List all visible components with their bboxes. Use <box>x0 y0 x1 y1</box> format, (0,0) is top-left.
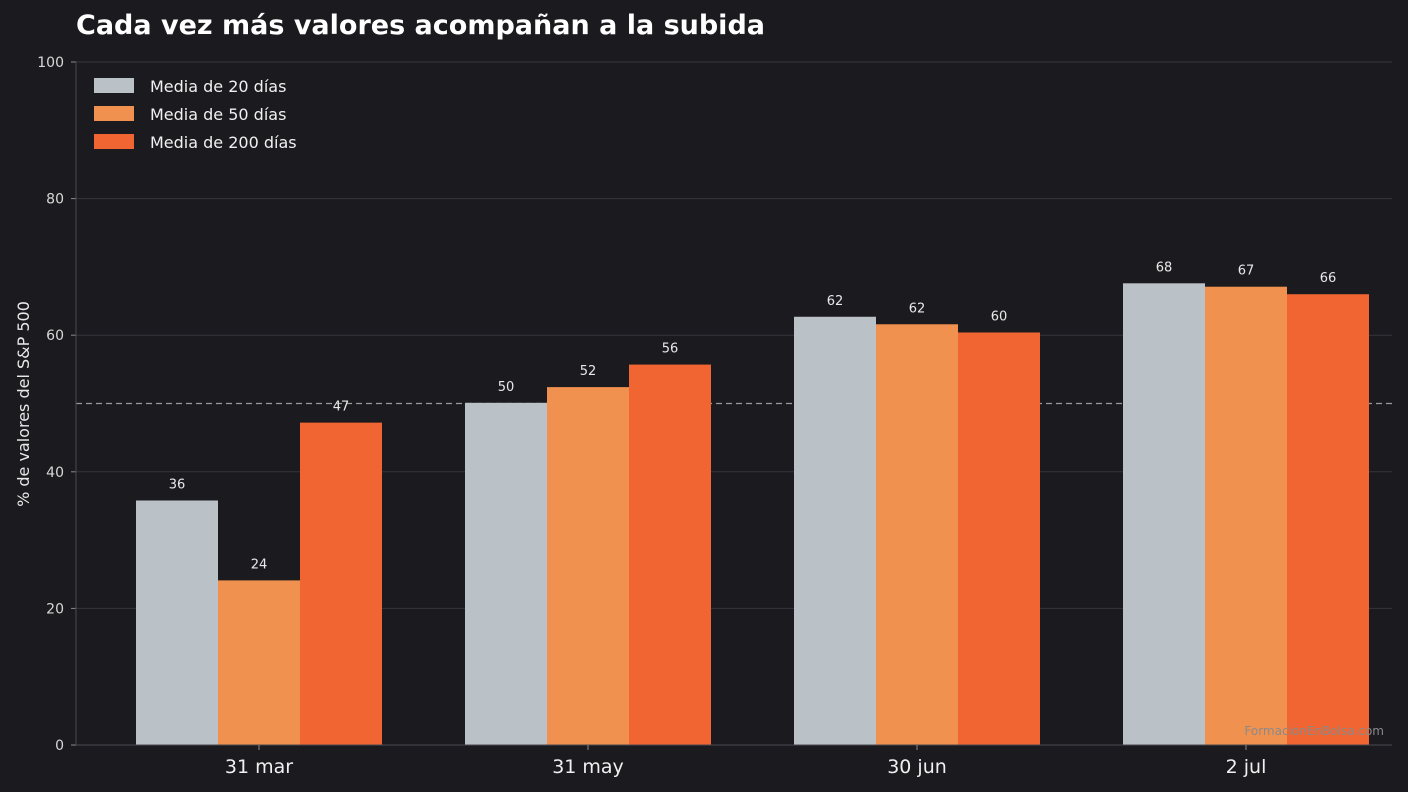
legend-label-1: Media de 50 días <box>150 105 286 124</box>
chart-title: Cada vez más valores acompañan a la subi… <box>76 10 765 41</box>
y-tick-label-40: 40 <box>46 465 64 481</box>
y-axis-label: % de valores del S&P 500 <box>14 301 33 507</box>
y-tick-label-20: 20 <box>46 601 64 617</box>
x-tick-label-3: 2 jul <box>1226 756 1267 778</box>
value-label-1-2: 56 <box>662 342 679 357</box>
value-label-3-0: 68 <box>1156 260 1173 275</box>
bar-2-1 <box>876 324 958 745</box>
value-label-3-2: 66 <box>1320 271 1337 286</box>
y-tick-label-100: 100 <box>37 55 64 71</box>
value-label-3-1: 67 <box>1238 264 1255 279</box>
value-label-1-1: 52 <box>580 364 597 379</box>
legend-swatch-1 <box>94 106 134 121</box>
axes: 0 20 40 60 80 100 31 mar 31 may 30 jun 2 jul <box>37 55 1392 778</box>
bar-3-0 <box>1123 283 1205 745</box>
value-label-2-2: 60 <box>991 309 1008 324</box>
bars: 36 24 47 50 52 56 62 62 60 68 67 66 <box>136 260 1369 745</box>
bar-2-2 <box>958 332 1040 745</box>
legend: Media de 20 días Media de 50 días Media de… <box>94 77 297 152</box>
bar-0-1 <box>218 580 300 745</box>
bar-2-0 <box>794 316 876 745</box>
bar-3-2 <box>1287 294 1369 745</box>
bar-1-0 <box>465 402 547 745</box>
bar-0-0 <box>136 500 218 745</box>
y-tick-label-80: 80 <box>46 192 64 208</box>
value-label-0-1: 24 <box>251 557 268 572</box>
legend-label-0: Media de 20 días <box>150 77 286 96</box>
legend-swatch-2 <box>94 134 134 149</box>
watermark: FormacionEnBolsa.com <box>1244 724 1384 738</box>
value-label-0-0: 36 <box>169 477 186 492</box>
y-tick-label-60: 60 <box>46 328 64 344</box>
x-tick-label-2: 30 jun <box>887 756 947 778</box>
value-label-1-0: 50 <box>498 380 515 395</box>
x-tick-label-1: 31 may <box>552 756 624 778</box>
legend-swatch-0 <box>94 78 134 93</box>
value-label-2-1: 62 <box>909 301 926 316</box>
legend-label-2: Media de 200 días <box>150 133 297 152</box>
bar-1-2 <box>629 364 711 745</box>
bar-1-1 <box>547 387 629 745</box>
value-label-0-2: 47 <box>333 400 350 415</box>
bar-0-2 <box>300 422 382 745</box>
x-tick-label-0: 31 mar <box>225 756 293 778</box>
bar-3-1 <box>1205 286 1287 745</box>
y-tick-label-0: 0 <box>55 738 64 754</box>
value-label-2-0: 62 <box>827 294 844 309</box>
